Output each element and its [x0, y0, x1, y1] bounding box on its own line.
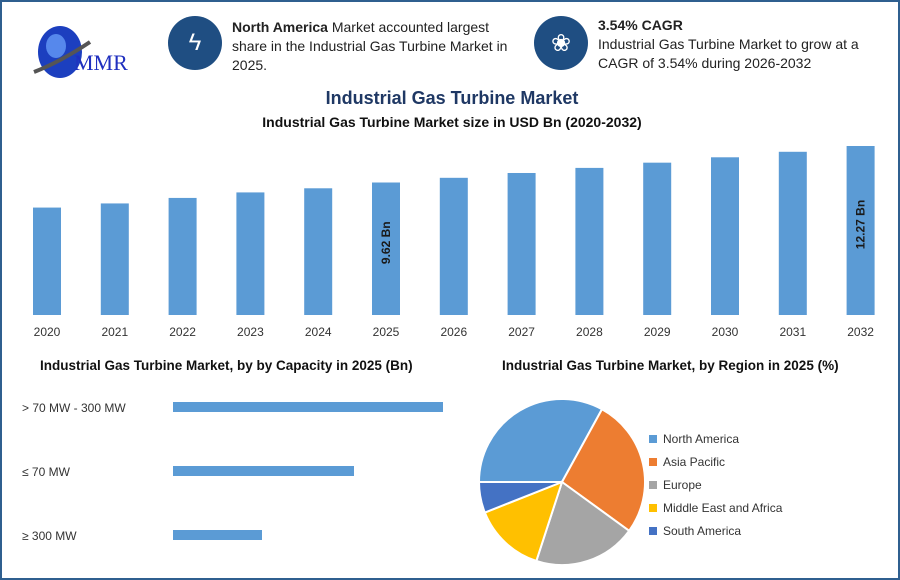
capacity-label: ≥ 300 MW — [22, 529, 77, 543]
x-tick-2021: 2021 — [101, 325, 128, 339]
legend-swatch — [649, 434, 657, 443]
bar-2031 — [778, 151, 807, 315]
legend-item: North America — [649, 427, 782, 450]
data-label-2025: 9.62 Bn — [379, 221, 393, 264]
capacity-bar — [173, 466, 354, 476]
logo-text: MMR — [74, 50, 128, 75]
bar-2032 — [846, 146, 875, 315]
x-tick-2030: 2030 — [712, 325, 739, 339]
data-label-2032: 12.27 Bn — [854, 200, 868, 249]
legend-item: South America — [649, 519, 782, 542]
info1-bold: North America — [232, 19, 328, 35]
bar-2029 — [643, 162, 672, 315]
x-tick-2029: 2029 — [644, 325, 671, 339]
legend-swatch — [649, 457, 657, 466]
legend-label: Middle East and Africa — [663, 500, 783, 515]
legend-label: North America — [663, 431, 740, 446]
flame-icon: ❀ — [534, 16, 588, 70]
info2-bold: 3.54% CAGR — [598, 17, 683, 33]
pie-slice-asia-pacific — [560, 407, 646, 533]
info2-text: Industrial Gas Turbine Market to grow at… — [598, 36, 859, 71]
pie-slice-north-america — [477, 398, 604, 483]
bar-2021 — [100, 203, 129, 315]
bar-2026 — [439, 177, 468, 315]
bar-2025 — [372, 182, 400, 315]
bar-2024 — [304, 188, 333, 315]
capacity-label: > 70 MW - 300 MW — [22, 401, 126, 415]
x-tick-2020: 2020 — [34, 325, 61, 339]
legend-label: Asia Pacific — [663, 454, 726, 469]
legend-label: South America — [663, 523, 742, 538]
x-tick-2031: 2031 — [779, 325, 806, 339]
x-tick-2028: 2028 — [576, 325, 603, 339]
legend-item: Asia Pacific — [649, 450, 782, 473]
bar-2028 — [575, 167, 604, 315]
legend-item: Europe — [649, 473, 782, 496]
pie-slice-europe — [535, 480, 631, 566]
lightning-icon: ϟ — [168, 16, 222, 70]
pie-legend: North America Asia Pacific Europe Middle Ea… — [649, 427, 782, 542]
chart-title: Industrial Gas Turbine Market — [325, 88, 579, 108]
legend-label: Europe — [663, 477, 702, 492]
bar-2027 — [507, 172, 536, 315]
info1-text: Market accounted largest share in the In… — [232, 19, 508, 73]
pie-slice-south-america — [477, 481, 563, 514]
legend-swatch — [649, 503, 657, 512]
info-cagr: 3.54% CAGR Industrial Gas Turbine Market … — [598, 16, 878, 73]
x-tick-2027: 2027 — [508, 325, 535, 339]
capacity-bar — [173, 530, 263, 540]
capacity-bar — [173, 402, 443, 412]
x-tick-2022: 2022 — [169, 325, 196, 339]
chart-subtitle: Industrial Gas Turbine Market size in US… — [262, 114, 642, 130]
region-pie-chart — [477, 398, 646, 566]
legend-swatch — [649, 480, 657, 489]
bar-2020 — [33, 207, 61, 315]
x-tick-2032: 2032 — [847, 325, 874, 339]
x-tick-2023: 2023 — [237, 325, 264, 339]
mmr-logo-globe-icon — [33, 26, 92, 78]
info-north-america: North America Market accounted largest s… — [232, 18, 512, 75]
x-tick-2026: 2026 — [440, 325, 467, 339]
bar-2022 — [168, 197, 197, 315]
x-tick-2025: 2025 — [373, 325, 400, 339]
legend-item: Middle East and Africa — [649, 496, 782, 519]
pie-slice-middle-east-and-africa — [483, 480, 564, 563]
bar-2030 — [711, 157, 739, 315]
x-tick-2024: 2024 — [305, 325, 332, 339]
market-size-bar-chart: 2020 2021 2022 2023 2024 2025 9.62 Bn 2026 2027 2… — [33, 146, 875, 339]
legend-swatch — [649, 526, 657, 535]
bar-2023 — [236, 192, 265, 315]
region-chart-title: Industrial Gas Turbine Market, by Region… — [502, 358, 839, 373]
capacity-chart-title: Industrial Gas Turbine Market, by by Cap… — [40, 358, 413, 373]
capacity-label: ≤ 70 MW — [22, 465, 70, 479]
